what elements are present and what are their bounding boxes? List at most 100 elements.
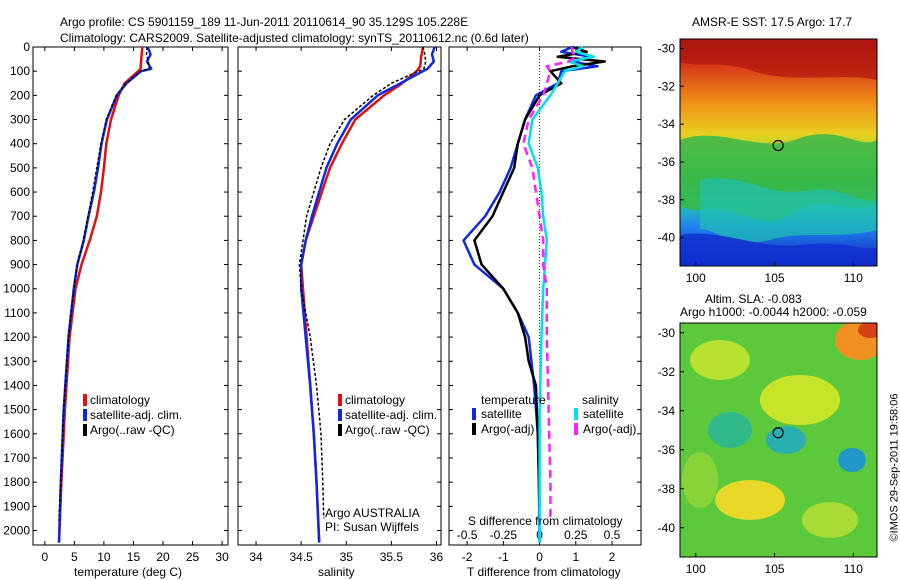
y-tick-label: 800 xyxy=(10,233,30,247)
x-tick-label: -2 xyxy=(462,550,473,564)
x-top-tick-label: 0.25 xyxy=(564,528,588,542)
map-x-tick-label: 100 xyxy=(686,271,706,285)
legend-label: satellite-adj. clim. xyxy=(90,408,182,422)
temperature-panel: 0100200300400500600700800900100011001200… xyxy=(3,40,229,564)
legend-swatch xyxy=(338,424,342,436)
legend-title-temperature: temperature xyxy=(481,393,546,407)
x-tick-label: 0 xyxy=(536,550,543,564)
y-tick-label: 1600 xyxy=(3,427,30,441)
x-tick-label: 15 xyxy=(127,550,141,564)
map-x-tick-label: 105 xyxy=(765,271,785,285)
sla-map xyxy=(679,322,878,558)
legend-swatch xyxy=(338,409,342,421)
x-tick-label: 34.5 xyxy=(289,550,313,564)
map-x-tick-label: 105 xyxy=(765,562,785,576)
y-tick-label: 200 xyxy=(10,88,30,102)
legend-label: climatology xyxy=(345,393,405,407)
legend-label: climatology xyxy=(90,393,150,407)
map-y-tick-label: -36 xyxy=(658,443,676,457)
y-tick-label: 0 xyxy=(23,40,30,54)
legend-label: satellite-adj. clim. xyxy=(345,408,437,422)
y-tick-label: 1800 xyxy=(3,475,30,489)
legend-swatch xyxy=(83,394,87,406)
legend-label: Argo(..raw -QC) xyxy=(345,423,430,437)
y-tick-label: 1000 xyxy=(3,282,30,296)
map-y-tick-label: -40 xyxy=(658,231,676,245)
series-line xyxy=(522,47,578,519)
sla-map-title-line1: Altim. SLA: -0.083 xyxy=(705,292,802,306)
x-tick-label: 2 xyxy=(609,550,616,564)
map-x-tick-label: 110 xyxy=(844,562,863,576)
map-y-tick-label: -38 xyxy=(658,193,676,207)
y-tick-label: 1700 xyxy=(3,451,30,465)
map-y-tick-label: -34 xyxy=(658,117,676,131)
x-tick-label: 35.5 xyxy=(380,550,404,564)
plot-frame xyxy=(448,46,642,546)
legend-label: Argo(-adj) xyxy=(481,422,534,436)
x-tick-label: 25 xyxy=(186,550,200,564)
x-top-tick-label: 0.5 xyxy=(604,528,621,542)
y-tick-label: 1400 xyxy=(3,378,30,392)
plot-frame xyxy=(237,46,442,546)
map-x-tick-label: 100 xyxy=(686,562,706,576)
series-line xyxy=(299,46,436,543)
y-tick-label: 2000 xyxy=(3,523,30,537)
map-y-tick-label: -32 xyxy=(658,365,676,379)
argo-position-marker xyxy=(772,139,784,152)
series-line xyxy=(58,46,151,521)
legend-title-salinity: salinity xyxy=(582,393,619,407)
x-tick-label: 36 xyxy=(430,550,444,564)
y-tick-label: 1200 xyxy=(3,330,30,344)
legend-swatch xyxy=(338,394,342,406)
x-tick-label: 10 xyxy=(97,550,111,564)
x-top-tick-label: -0.5 xyxy=(457,528,478,542)
x-tick-label: 1 xyxy=(572,550,579,564)
x-tick-label: 34 xyxy=(249,550,263,564)
map-y-tick-label: -30 xyxy=(658,41,676,55)
y-tick-label: 300 xyxy=(10,113,30,127)
sla-map-title-line2: Argo h1000: -0.0044 h2000: -0.059 xyxy=(680,305,867,319)
legend-swatch xyxy=(574,408,578,420)
x-top-tick-label: -0.25 xyxy=(490,528,518,542)
credit-text: ©IMOS 29-Sep-2011 19:58:06 xyxy=(888,393,900,542)
y-tick-label: 400 xyxy=(10,137,30,151)
s-diff-axis-label: S difference from climatology xyxy=(468,514,623,528)
temperature-axis-label: temperature (deg C) xyxy=(74,565,183,579)
y-tick-label: 1500 xyxy=(3,403,30,417)
argo-annotation-line2: PI: Susan Wijffels xyxy=(325,520,419,534)
legend-swatch xyxy=(83,409,87,421)
argo-annotation-line1: Argo AUSTRALIA xyxy=(325,506,420,520)
y-tick-label: 500 xyxy=(10,161,30,175)
x-tick-label: 35 xyxy=(340,550,354,564)
legend-label: Argo(..raw -QC) xyxy=(90,423,175,437)
legend-swatch xyxy=(472,408,476,420)
salinity-panel: 34 34.5 35 35.5 36 climatologysatellite-adj. … xyxy=(237,46,444,564)
chart-title-line2: Climatology: CARS2009. Satellite-adjuste… xyxy=(60,31,529,45)
x-tick-label: 20 xyxy=(156,550,170,564)
series-line xyxy=(527,45,596,543)
series-line xyxy=(473,45,607,507)
y-tick-label: 1100 xyxy=(4,306,30,320)
salinity-axis-label: salinity xyxy=(318,565,355,579)
map-y-tick-label: -36 xyxy=(658,155,676,169)
map-y-tick-label: -30 xyxy=(658,326,676,340)
map-x-tick-label: 110 xyxy=(844,271,863,285)
legend-label: satellite xyxy=(583,407,624,421)
sst-map xyxy=(679,38,878,267)
y-tick-label: 700 xyxy=(10,209,30,223)
legend-swatch xyxy=(83,424,87,436)
y-tick-label: 1900 xyxy=(3,499,30,513)
legend-label: Argo(-adj) xyxy=(583,422,636,436)
map-y-tick-label: -40 xyxy=(658,521,676,535)
legend-swatch xyxy=(574,423,578,435)
x-tick-label: -1 xyxy=(498,550,509,564)
x-tick-label: 5 xyxy=(71,550,78,564)
chart-title-line1: Argo profile: CS 5901159_189 11-Jun-2011… xyxy=(60,15,469,29)
map-y-tick-label: -34 xyxy=(658,404,676,418)
legend-label: satellite xyxy=(481,407,522,421)
map-y-tick-label: -32 xyxy=(658,79,676,93)
plot-frame xyxy=(32,46,229,546)
x-tick-label: 0 xyxy=(41,550,48,564)
